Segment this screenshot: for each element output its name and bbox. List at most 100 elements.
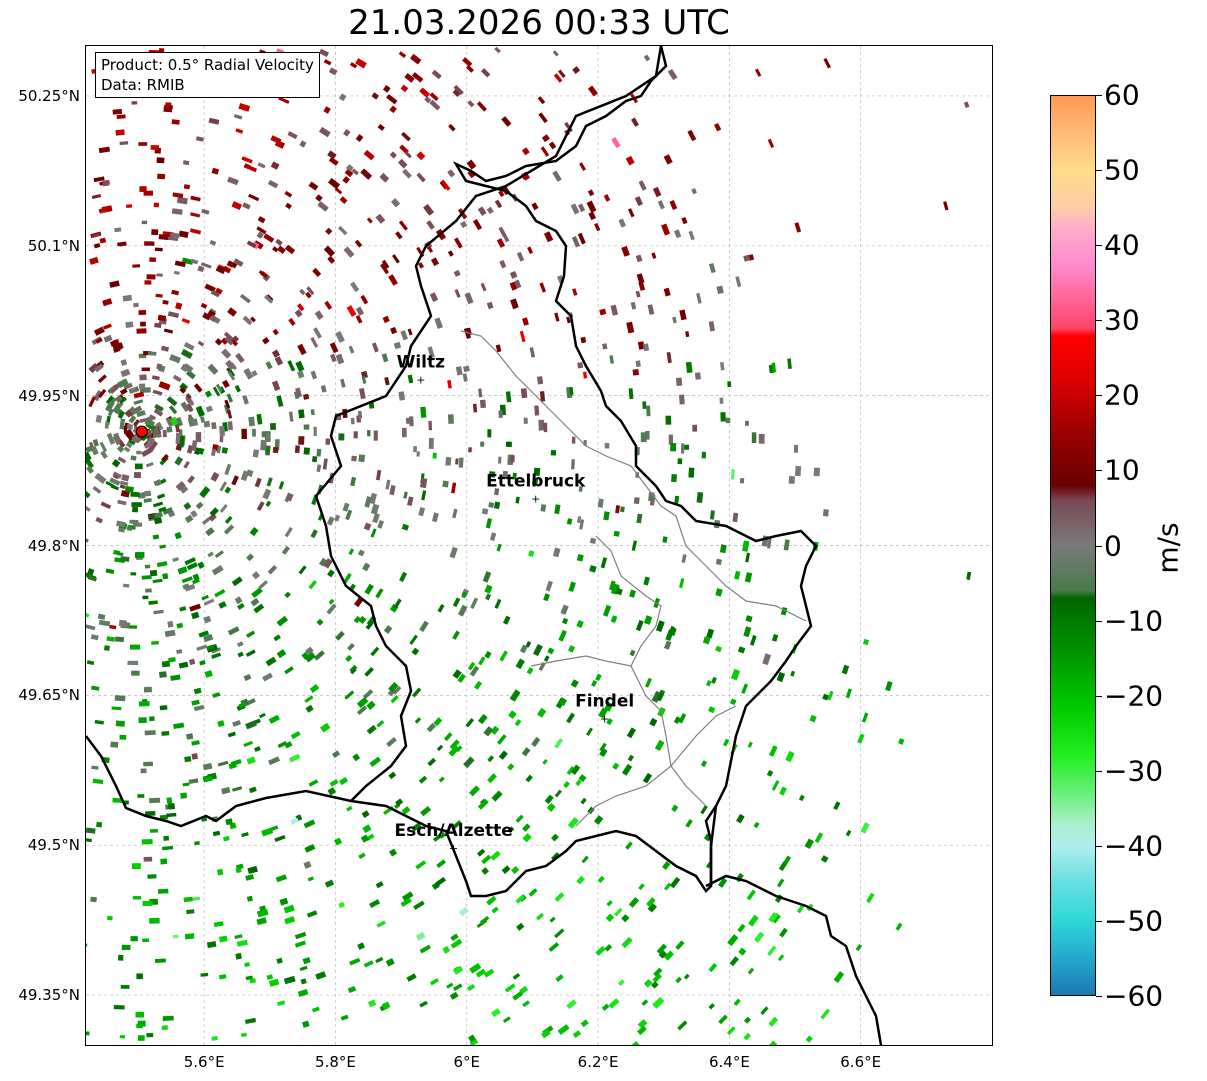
echo-gate (358, 852, 366, 860)
echo-gate (498, 226, 507, 237)
echo-gate (193, 687, 202, 695)
echo-gate (644, 677, 652, 688)
echo-gate (464, 292, 474, 305)
echo-gate (634, 196, 643, 207)
echo-gate (94, 472, 107, 484)
radar-map[interactable]: + Wiltz + Ettelbruck + Findel + Esch/Alzette (85, 45, 993, 1046)
echo-gate (382, 84, 391, 93)
echo-gate (715, 558, 722, 566)
echo-gate (502, 470, 508, 479)
echo-gate (371, 342, 379, 353)
echo-gate (144, 280, 152, 285)
echo-gate (543, 655, 550, 662)
echo-gate (184, 514, 194, 524)
echo-gate (90, 634, 99, 641)
echo-gate (223, 331, 235, 342)
city-ettelbruck[interactable]: +Ettelbruck (486, 472, 586, 506)
city-findel[interactable]: +Findel (575, 691, 634, 725)
echo-gate (118, 954, 124, 961)
echo-gate (212, 830, 221, 837)
echo-gate (357, 942, 365, 950)
city-wiltz[interactable]: +Wiltz (397, 353, 446, 387)
echo-gate (349, 957, 361, 966)
echo-gate (613, 530, 620, 537)
echo-gate (486, 206, 494, 215)
echo-gate (104, 421, 109, 429)
echo-gate (488, 502, 495, 509)
city-esch-alzette[interactable]: +Esch/Alzette (394, 821, 512, 855)
echo-gate (288, 411, 294, 422)
echo-gate (200, 972, 209, 977)
echo-gate (163, 835, 169, 841)
echo-gate (452, 508, 458, 519)
echo-gate (308, 579, 317, 590)
echo-gate (643, 54, 651, 62)
echo-gate (295, 360, 305, 372)
echo-gate (166, 396, 178, 407)
echo-gate (227, 409, 233, 419)
echo-gate (300, 978, 307, 985)
echo-gate (351, 455, 357, 462)
echo-gate (827, 690, 834, 701)
echo-gate (705, 680, 712, 687)
echo-gate (431, 512, 439, 523)
echo-gate (193, 383, 203, 393)
lon-tick-label: 6°E (453, 1053, 481, 1071)
echo-gate (156, 157, 165, 164)
echo-gate (595, 945, 606, 956)
echo-gate (211, 1036, 218, 1041)
echo-gate (299, 965, 308, 971)
echo-gate (217, 760, 229, 767)
echo-gate (221, 379, 230, 389)
echo-gate (618, 218, 626, 228)
echo-gate (673, 716, 681, 724)
radar-site-marker[interactable] (135, 425, 148, 438)
echo-gate (548, 141, 557, 150)
echo-gate (283, 975, 296, 985)
echo-gate (767, 945, 777, 956)
echo-gate (222, 835, 230, 842)
echo-gate (431, 881, 440, 890)
echo-gate (577, 362, 584, 369)
echo-gate (515, 894, 525, 904)
echo-gate (685, 819, 693, 828)
echo-gate (566, 712, 576, 724)
echo-gate (160, 858, 168, 865)
echo-gate (225, 818, 233, 826)
echo-gate (652, 973, 662, 983)
echo-gate (754, 931, 765, 943)
echo-gate (406, 973, 417, 982)
echo-gate (284, 666, 294, 675)
echo-gate (86, 572, 93, 579)
echo-gate (129, 625, 138, 629)
echo-gate (346, 805, 353, 812)
echo-gate (533, 643, 543, 657)
echo-gate (478, 388, 483, 398)
echo-gate (115, 129, 125, 136)
echo-gate (572, 288, 578, 296)
echo-gate (143, 761, 153, 767)
echo-gate (207, 551, 214, 558)
lat-tick-label: 49.65°N (18, 686, 80, 705)
echo-gate (197, 340, 205, 347)
echo-gate (576, 875, 585, 885)
echo-gate (393, 341, 402, 350)
echo-gate (497, 456, 502, 464)
echo-gate (311, 1006, 320, 1013)
echo-gate (258, 580, 268, 590)
echo-gate (571, 436, 576, 444)
echo-gate (227, 731, 236, 738)
echo-gate (329, 779, 339, 787)
border-germany-france (705, 874, 883, 1045)
echo-gate (234, 384, 241, 393)
echo-gate (206, 941, 217, 948)
echo-gate (356, 696, 369, 709)
echo-gate (302, 956, 311, 965)
echo-gate (281, 545, 290, 555)
echo-gate (343, 246, 355, 258)
echo-gate (284, 741, 293, 749)
echo-gate (366, 217, 373, 224)
echo-gate (324, 879, 335, 888)
echo-gate (164, 629, 176, 638)
echo-gate (579, 519, 585, 530)
